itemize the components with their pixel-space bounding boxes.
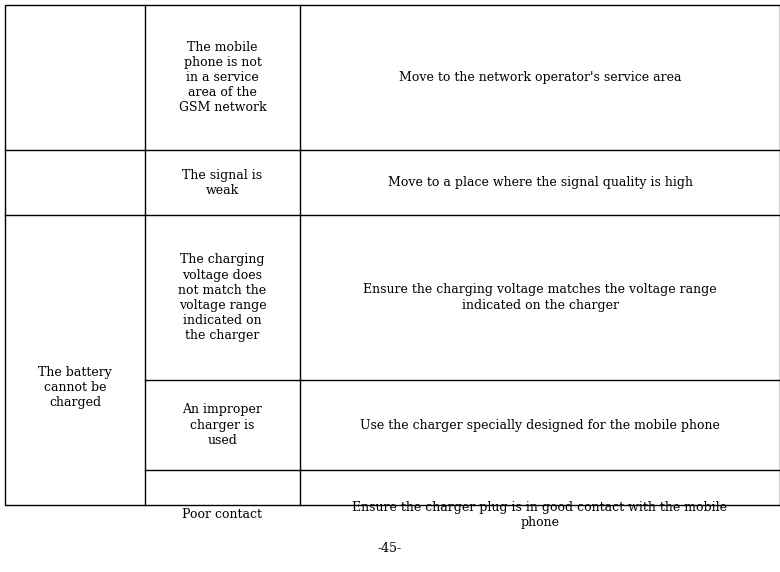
Text: The mobile
phone is not
in a service
area of the
GSM network: The mobile phone is not in a service are… [179, 41, 266, 114]
Text: Move to a place where the signal quality is high: Move to a place where the signal quality… [388, 176, 693, 189]
Text: The signal is
weak: The signal is weak [183, 169, 263, 197]
Text: Ensure the charging voltage matches the voltage range
indicated on the charger: Ensure the charging voltage matches the … [363, 284, 717, 312]
Text: -45-: -45- [378, 542, 402, 554]
Text: The battery
cannot be
charged: The battery cannot be charged [38, 366, 112, 409]
Text: Ensure the charger plug is in good contact with the mobile
phone: Ensure the charger plug is in good conta… [353, 501, 728, 529]
Text: Move to the network operator's service area: Move to the network operator's service a… [399, 71, 681, 84]
Text: The charging
voltage does
not match the
voltage range
indicated on
the charger: The charging voltage does not match the … [179, 253, 267, 341]
Text: Poor contact: Poor contact [183, 509, 263, 522]
Text: An improper
charger is
used: An improper charger is used [183, 403, 262, 447]
Text: Use the charger specially designed for the mobile phone: Use the charger specially designed for t… [360, 419, 720, 431]
Bar [5, 5, 780, 505]
